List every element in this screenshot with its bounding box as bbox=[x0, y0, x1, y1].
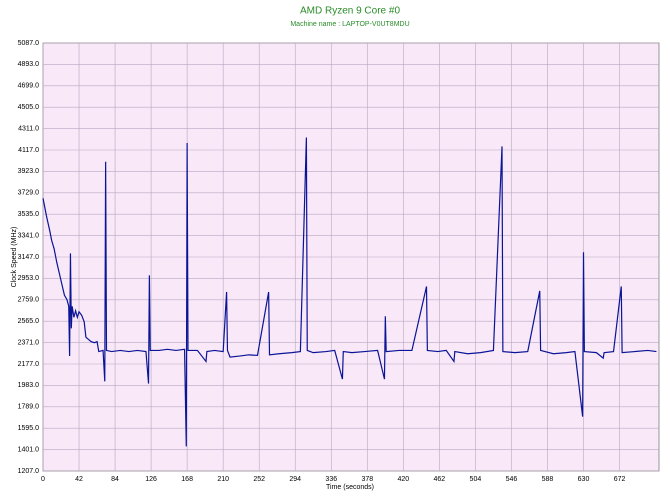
y-tick-label: 4117.0 bbox=[18, 147, 39, 154]
y-tick-label: 4699.0 bbox=[18, 83, 40, 90]
y-tick-label: 3923.0 bbox=[18, 168, 40, 175]
x-tick-label: 672 bbox=[614, 476, 626, 483]
x-tick-label: 462 bbox=[434, 476, 446, 483]
y-tick-label: 4893.0 bbox=[18, 61, 40, 68]
chart-subtitle: Machine name : LAPTOP-V0UT8MDU bbox=[290, 21, 409, 28]
x-tick-label: 42 bbox=[75, 476, 83, 483]
y-tick-label: 1401.0 bbox=[18, 446, 40, 453]
x-tick-label: 504 bbox=[470, 476, 482, 483]
x-tick-label: 630 bbox=[578, 476, 590, 483]
x-tick-label: 252 bbox=[253, 476, 265, 483]
y-tick-label: 2371.0 bbox=[18, 339, 40, 346]
x-tick-label: 336 bbox=[325, 476, 337, 483]
y-tick-label: 3147.0 bbox=[18, 254, 40, 261]
x-tick-label: 0 bbox=[41, 476, 45, 483]
x-tick-label: 420 bbox=[397, 476, 409, 483]
y-tick-label: 3535.0 bbox=[18, 211, 40, 218]
y-tick-label: 1595.0 bbox=[18, 425, 40, 432]
x-tick-label: 84 bbox=[111, 476, 119, 483]
line-series bbox=[42, 137, 657, 447]
y-tick-label: 4311.0 bbox=[18, 125, 39, 132]
y-tick-label: 2953.0 bbox=[18, 275, 40, 282]
x-tick-label: 378 bbox=[361, 476, 373, 483]
y-tick-label: 3341.0 bbox=[18, 232, 40, 239]
y-tick-label: 4505.0 bbox=[18, 104, 40, 111]
x-tick-label: 126 bbox=[145, 476, 157, 483]
y-tick-label: 1207.0 bbox=[18, 468, 40, 475]
y-tick-label: 1789.0 bbox=[18, 404, 40, 411]
x-tick-label: 210 bbox=[217, 476, 229, 483]
y-tick-label: 2177.0 bbox=[18, 361, 40, 368]
y-tick-label: 2565.0 bbox=[18, 318, 40, 325]
x-tick-label: 546 bbox=[506, 476, 518, 483]
chart-title: AMD Ryzen 9 Core #0 bbox=[300, 6, 400, 17]
y-tick-label: 3729.0 bbox=[18, 190, 40, 197]
y-tick-label: 1983.0 bbox=[18, 382, 40, 389]
x-tick-label: 294 bbox=[289, 476, 301, 483]
x-tick-label: 168 bbox=[181, 476, 193, 483]
x-tick-label: 588 bbox=[542, 476, 554, 483]
y-tick-label: 2759.0 bbox=[18, 297, 40, 304]
x-axis-label: Time (seconds) bbox=[326, 484, 374, 491]
y-axis-label: Clock Speed (MHz) bbox=[11, 227, 18, 288]
y-tick-label: 5087.0 bbox=[18, 40, 40, 47]
